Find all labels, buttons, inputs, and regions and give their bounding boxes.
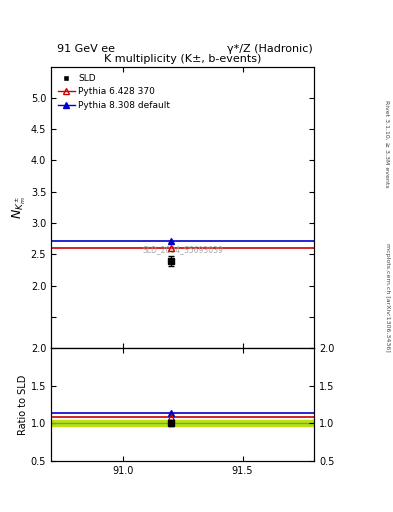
- Y-axis label: Ratio to SLD: Ratio to SLD: [18, 374, 28, 435]
- Text: SLD_2004_S5693039: SLD_2004_S5693039: [142, 245, 223, 254]
- Text: γ*/Z (Hadronic): γ*/Z (Hadronic): [227, 44, 312, 54]
- Text: Rivet 3.1.10, ≥ 3.3M events: Rivet 3.1.10, ≥ 3.3M events: [385, 99, 389, 187]
- Bar: [51, 420, 314, 426]
- Y-axis label: $N_{K^\pm_m}$: $N_{K^\pm_m}$: [10, 196, 28, 219]
- Legend: SLD, Pythia 6.428 370, Pythia 8.308 default: SLD, Pythia 6.428 370, Pythia 8.308 defa…: [55, 71, 173, 113]
- Text: mcplots.cern.ch [arXiv:1306.3436]: mcplots.cern.ch [arXiv:1306.3436]: [385, 243, 389, 351]
- Title: K multiplicity (K±, b-events): K multiplicity (K±, b-events): [104, 54, 261, 65]
- Text: 91 GeV ee: 91 GeV ee: [57, 44, 115, 54]
